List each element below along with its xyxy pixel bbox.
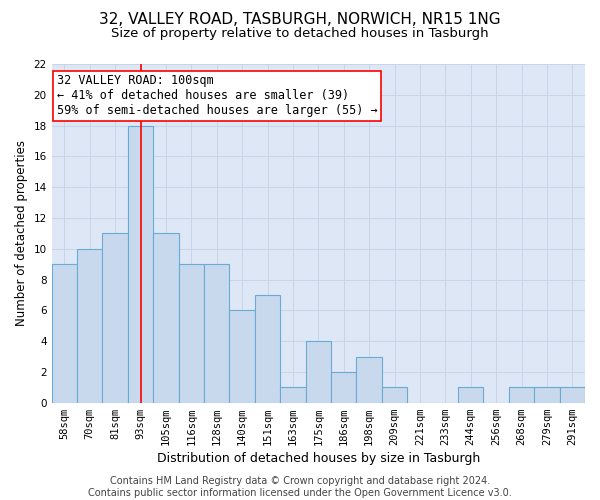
Bar xyxy=(77,248,103,402)
Text: 32 VALLEY ROAD: 100sqm
← 41% of detached houses are smaller (39)
59% of semi-det: 32 VALLEY ROAD: 100sqm ← 41% of detached… xyxy=(57,74,377,117)
Bar xyxy=(229,310,255,402)
Bar xyxy=(179,264,204,402)
Bar xyxy=(305,341,331,402)
Bar xyxy=(509,388,534,402)
Bar xyxy=(458,388,484,402)
Bar xyxy=(103,234,128,402)
Text: Contains HM Land Registry data © Crown copyright and database right 2024.
Contai: Contains HM Land Registry data © Crown c… xyxy=(88,476,512,498)
Bar xyxy=(153,234,179,402)
Bar xyxy=(255,295,280,403)
Text: 32, VALLEY ROAD, TASBURGH, NORWICH, NR15 1NG: 32, VALLEY ROAD, TASBURGH, NORWICH, NR15… xyxy=(99,12,501,28)
X-axis label: Distribution of detached houses by size in Tasburgh: Distribution of detached houses by size … xyxy=(157,452,480,465)
Bar xyxy=(52,264,77,402)
Bar xyxy=(128,126,153,402)
Bar xyxy=(534,388,560,402)
Bar xyxy=(382,388,407,402)
Y-axis label: Number of detached properties: Number of detached properties xyxy=(15,140,28,326)
Bar xyxy=(560,388,585,402)
Text: Size of property relative to detached houses in Tasburgh: Size of property relative to detached ho… xyxy=(111,28,489,40)
Bar xyxy=(280,388,305,402)
Bar xyxy=(204,264,229,402)
Bar xyxy=(331,372,356,402)
Bar xyxy=(356,356,382,403)
